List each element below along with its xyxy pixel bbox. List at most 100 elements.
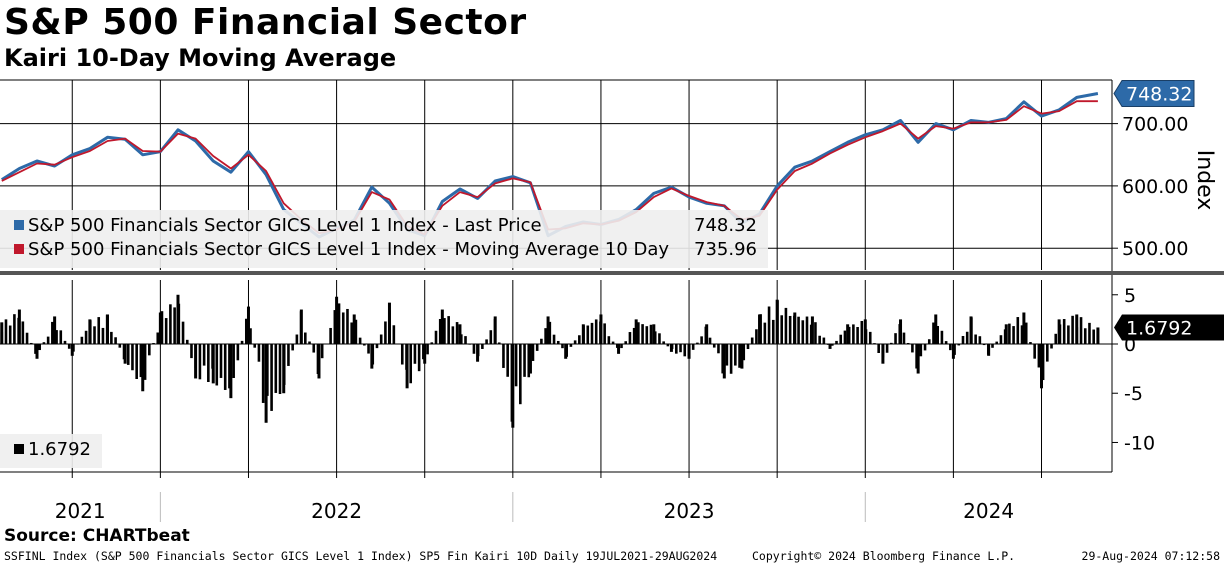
kairi-bar	[805, 316, 809, 344]
x-year-label: 2024	[963, 499, 1014, 523]
kairi-bar	[700, 336, 703, 344]
kairi-bar	[594, 319, 598, 344]
kairi-bar	[885, 344, 889, 353]
kairi-bar	[750, 337, 754, 344]
last-value-tag-kairi	[1114, 314, 1224, 341]
kairi-data-bar	[299, 309, 303, 344]
kairi-bar	[544, 328, 547, 344]
kairi-data-bar	[370, 344, 374, 369]
kairi-bar	[497, 342, 501, 344]
kairi-bar	[569, 344, 573, 347]
kairi-bar	[308, 341, 311, 344]
kairi-bar	[1050, 344, 1053, 349]
kairi-bar	[535, 344, 539, 351]
kairi-bar	[114, 337, 117, 344]
kairi-bar	[169, 304, 172, 344]
kairi-bar	[481, 344, 484, 349]
kairi-bar	[185, 339, 189, 344]
kairi-data-bar	[669, 344, 673, 352]
kairi-bar	[839, 334, 843, 344]
kairi-bar	[320, 344, 324, 359]
kairi-data-bar	[758, 314, 762, 344]
kairi-bar	[148, 344, 151, 356]
x-year-label: 2023	[664, 499, 715, 523]
legend-swatch-kairi	[14, 444, 24, 454]
kairi-data-bar	[194, 344, 198, 379]
kairi-bar	[110, 331, 113, 344]
kairi-data-bar	[246, 306, 250, 344]
kairi-bar	[143, 344, 147, 380]
upper-legend: S&P 500 Financials Sector GICS Level 1 I…	[0, 210, 768, 268]
kairi-data-bar	[705, 324, 709, 344]
kairi-bar	[936, 325, 939, 344]
kairi-data-bar	[1022, 312, 1026, 344]
kairi-bar	[287, 344, 290, 366]
kairi-data-bar	[317, 344, 321, 379]
y-tick-label: 600.00	[1122, 176, 1188, 198]
kairi-data-bar	[53, 316, 57, 344]
kairi-bar	[1020, 325, 1024, 344]
kairi-bar	[253, 344, 257, 348]
kairi-bar	[658, 333, 661, 344]
kairi-bar	[822, 337, 826, 344]
kairi-bar	[856, 327, 859, 344]
kairi-bar	[932, 322, 935, 344]
kairi-bar	[645, 326, 649, 344]
kairi-data-bar	[493, 316, 497, 344]
kairi-bar	[675, 344, 678, 354]
kairi-bar	[835, 340, 838, 344]
kairi-data-bar	[1096, 327, 1100, 344]
kairi-bar	[573, 340, 577, 344]
kairi-bar	[215, 344, 219, 386]
kairi-data-bar	[828, 344, 832, 349]
kairi-bar	[152, 343, 155, 344]
kairi-bar	[358, 337, 362, 344]
kairi-data-bar	[387, 302, 391, 344]
kairi-bar	[257, 344, 261, 362]
kairi-bar	[666, 344, 670, 347]
kairi-data-bar	[951, 344, 955, 359]
kairi-bar	[780, 315, 784, 344]
kairi-bar	[620, 344, 623, 349]
kairi-bar	[683, 344, 687, 357]
kairi-bar	[632, 327, 636, 344]
kairi-data-bar	[634, 319, 638, 344]
kairi-bar	[691, 344, 695, 350]
kairi-bar	[927, 339, 931, 344]
kairi-data-bar	[105, 314, 109, 344]
kairi-data-bar	[35, 344, 39, 359]
kairi-bar	[818, 335, 821, 344]
kairi-bar	[375, 344, 379, 349]
legend-item-kairi: 1.6792	[14, 439, 91, 460]
kairi-bar	[894, 333, 897, 344]
kairi-bar	[797, 316, 800, 344]
kairi-bar	[367, 344, 370, 354]
kairi-bar	[860, 320, 864, 344]
legend-swatch-ma	[14, 244, 24, 254]
kairi-bar	[771, 319, 775, 344]
last-value-label-price: 748.32	[1126, 84, 1192, 106]
kairi-data-bar	[546, 316, 550, 344]
kairi-data-bar	[652, 324, 656, 344]
kairi-bar	[717, 344, 720, 354]
kairi-bar	[341, 312, 345, 344]
kairi-data-bar	[176, 294, 180, 344]
last-value-tag-price	[1113, 80, 1195, 108]
kairi-bar	[868, 331, 872, 344]
kairi-bar	[350, 322, 353, 344]
kairi-data-bar	[0, 322, 4, 344]
kairi-bar	[755, 329, 758, 344]
y-tick-label: 500.00	[1122, 238, 1188, 260]
kairi-bar	[890, 342, 893, 344]
kairi-bar	[363, 344, 366, 346]
kairi-data-bar	[881, 344, 885, 364]
kairi-bar	[409, 344, 413, 384]
kairi-bar	[8, 325, 12, 344]
kairi-data-bar	[564, 344, 568, 359]
kairi-bar	[274, 344, 278, 393]
kairi-bar	[291, 344, 294, 351]
legend-value-price: 748.32	[694, 215, 757, 236]
kairi-bar	[354, 319, 358, 344]
kairi-bar	[649, 324, 653, 344]
kairi-bar	[527, 344, 531, 378]
